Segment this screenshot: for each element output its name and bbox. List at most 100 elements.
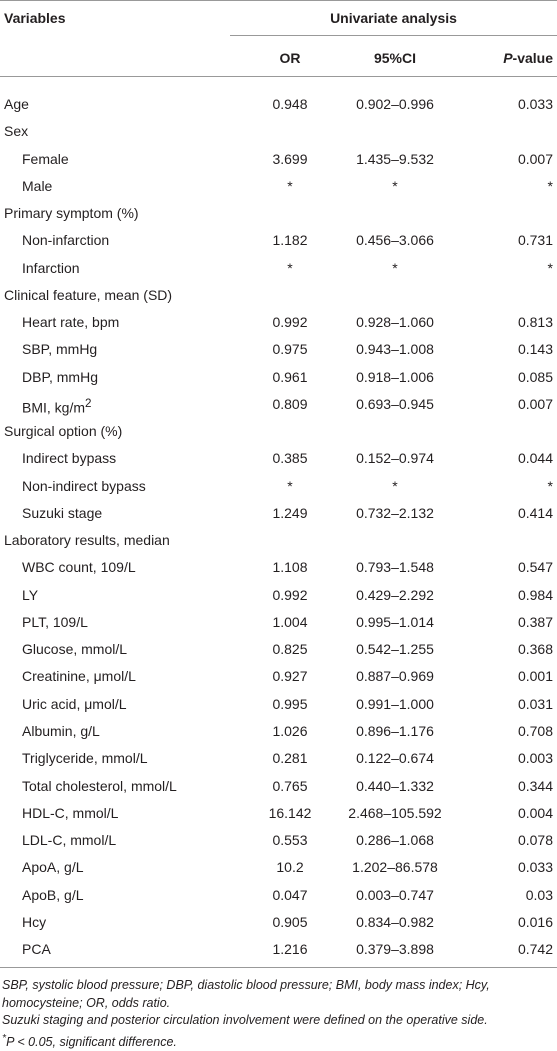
cell: 0.902–0.996	[340, 95, 450, 113]
cell: 0.078	[450, 831, 553, 849]
cell: 0.975	[235, 340, 345, 358]
cell: 0.286–1.068	[340, 831, 450, 849]
cell: 0.905	[235, 913, 345, 931]
cell: 0.693–0.945	[340, 395, 450, 413]
row-label: Suzuki stage	[22, 504, 102, 522]
row-label: Albumin, g/L	[22, 722, 100, 740]
cell: 0.991–1.000	[340, 695, 450, 713]
row-label: LDL-C, mmol/L	[22, 831, 116, 849]
row-label: PCA	[22, 940, 51, 958]
cell: 1.004	[235, 613, 345, 631]
cell: 1.435–9.532	[340, 150, 450, 168]
cell: *	[235, 177, 345, 195]
cell: 0.813	[450, 313, 553, 331]
cell: 10.2	[235, 858, 345, 876]
cell: 0.003	[450, 749, 553, 767]
cell: 1.202–86.578	[340, 858, 450, 876]
header-variables: Variables	[4, 9, 66, 27]
cell: 0.281	[235, 749, 345, 767]
cell: 0.007	[450, 150, 553, 168]
row-label: Clinical feature, mean (SD)	[4, 286, 172, 304]
text-part: 2	[85, 397, 91, 410]
cell: 0.143	[450, 340, 553, 358]
cell: 0.542–1.255	[340, 640, 450, 658]
cell: 0.414	[450, 504, 553, 522]
row-label: ApoB, g/L	[22, 886, 84, 904]
cell: 0.992	[235, 313, 345, 331]
cell: 0.995–1.014	[340, 613, 450, 631]
text-part: P < 0.05, significant difference.	[6, 1035, 177, 1049]
text-part: P	[503, 50, 512, 66]
cell: 0.834–0.982	[340, 913, 450, 931]
row-label: Primary symptom (%)	[4, 204, 139, 222]
cell: *	[340, 477, 450, 495]
row-label: DBP, mmHg	[22, 368, 98, 386]
cell: 0.385	[235, 449, 345, 467]
row-label: ApoA, g/L	[22, 858, 84, 876]
cell: 0.731	[450, 231, 553, 249]
cell: 0.927	[235, 667, 345, 685]
row-label: BMI, kg/m2	[22, 395, 92, 417]
cell: 1.108	[235, 558, 345, 576]
cell: 0.007	[450, 395, 553, 413]
cell: 0.047	[235, 886, 345, 904]
cell: 0.984	[450, 586, 553, 604]
cell: 0.928–1.060	[340, 313, 450, 331]
cell: 0.456–3.066	[340, 231, 450, 249]
cell: 0.003–0.747	[340, 886, 450, 904]
cell: 1.249	[235, 504, 345, 522]
rule	[0, 967, 557, 968]
row-label: WBC count, 109/L	[22, 558, 136, 576]
row-label: Age	[4, 95, 29, 113]
rule	[0, 76, 557, 77]
cell: 0.547	[450, 558, 553, 576]
cell: 0.344	[450, 777, 553, 795]
cell: 0.122–0.674	[340, 749, 450, 767]
row-label: Uric acid, μmol/L	[22, 695, 127, 713]
row-label: Triglyceride, mmol/L	[22, 749, 148, 767]
cell: 1.216	[235, 940, 345, 958]
footnote: SBP, systolic blood pressure; DBP, diast…	[2, 977, 552, 1012]
row-label: Glucose, mmol/L	[22, 640, 127, 658]
text-part: BMI, kg/m	[22, 400, 85, 416]
row-label: Indirect bypass	[22, 449, 116, 467]
cell: 0.001	[450, 667, 553, 685]
cell: *	[450, 259, 553, 277]
row-label: Sex	[4, 122, 28, 140]
cell: 0.429–2.292	[340, 586, 450, 604]
row-label: Creatinine, μmol/L	[22, 667, 136, 685]
cell: 1.026	[235, 722, 345, 740]
cell: 0.765	[235, 777, 345, 795]
cell: 0.004	[450, 804, 553, 822]
cell: 0.016	[450, 913, 553, 931]
cell: 0.918–1.006	[340, 368, 450, 386]
cell: 0.033	[450, 858, 553, 876]
row-label: Male	[22, 177, 52, 195]
cell: *	[450, 177, 553, 195]
cell: 2.468–105.592	[340, 804, 450, 822]
cell: 0.708	[450, 722, 553, 740]
row-label: Non-infarction	[22, 231, 109, 249]
cell: 0.896–1.176	[340, 722, 450, 740]
footnote: Suzuki staging and posterior circulation…	[2, 1012, 552, 1030]
cell: 0.03	[450, 886, 553, 904]
cell: 0.031	[450, 695, 553, 713]
cell: 0.440–1.332	[340, 777, 450, 795]
cell: 0.387	[450, 613, 553, 631]
footnote: *P < 0.05, significant difference.	[2, 1030, 552, 1051]
rule	[0, 0, 557, 1]
cell: *	[340, 177, 450, 195]
row-label: Surgical option (%)	[4, 422, 122, 440]
cell: 0.379–3.898	[340, 940, 450, 958]
cell: *	[235, 259, 345, 277]
cell: 0.793–1.548	[340, 558, 450, 576]
cell: *	[235, 477, 345, 495]
row-label: Infarction	[22, 259, 80, 277]
row-label: Hcy	[22, 913, 46, 931]
cell: *	[340, 259, 450, 277]
row-label: Non-indirect bypass	[22, 477, 146, 495]
cell: 3.699	[235, 150, 345, 168]
header-group: Univariate analysis	[230, 9, 557, 27]
row-label: SBP, mmHg	[22, 340, 97, 358]
